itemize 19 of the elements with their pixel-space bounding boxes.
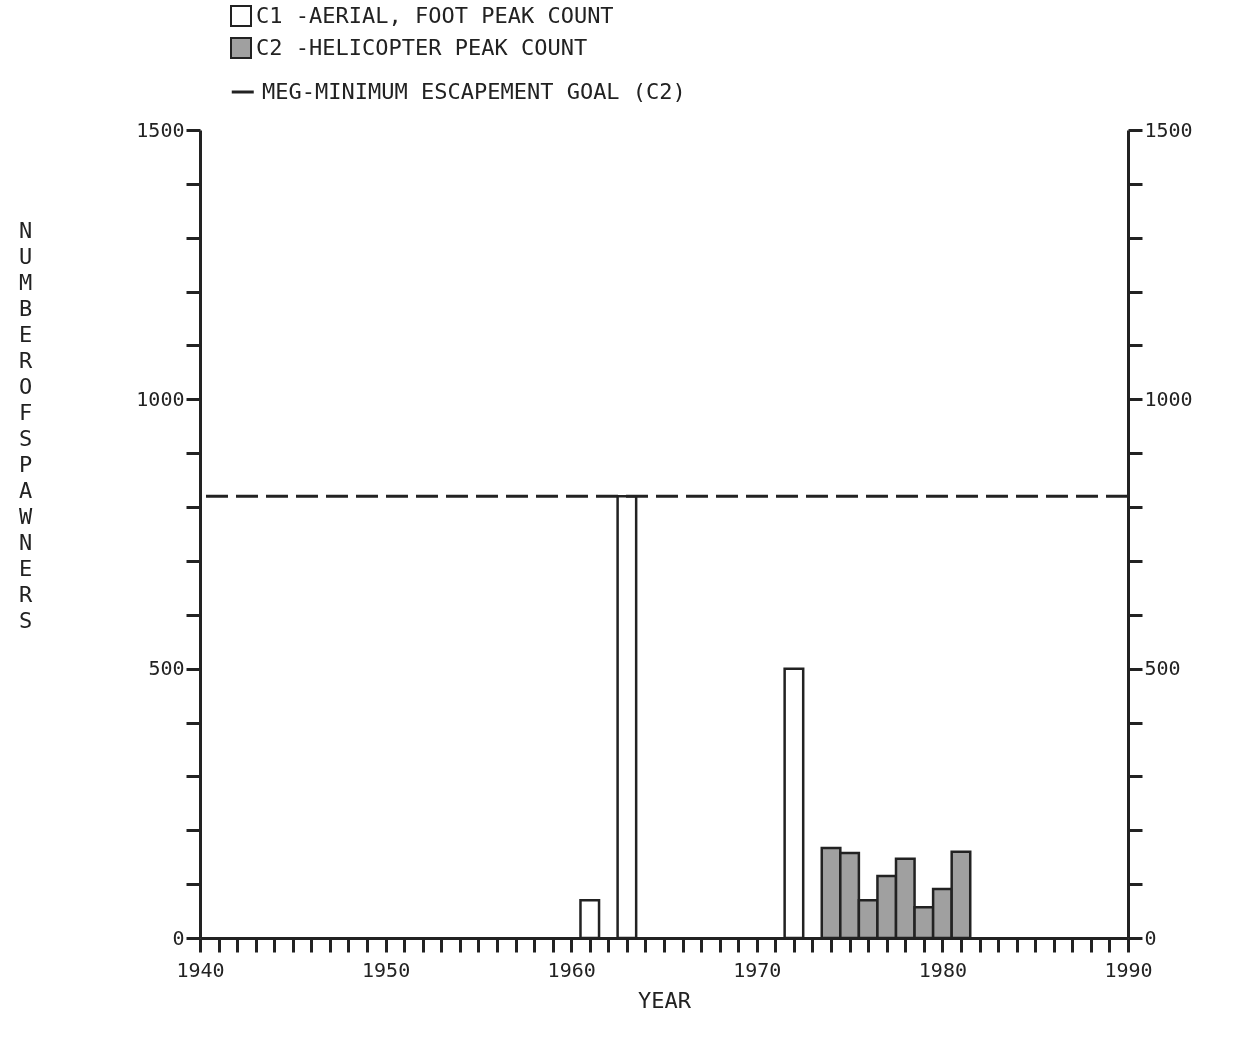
x-tick-label: 1950 (362, 957, 411, 982)
x-tick-label: 1970 (733, 957, 782, 982)
y2-tick-label: 1000 (1144, 386, 1193, 411)
x-tick-label: 1980 (918, 957, 967, 982)
x-tick-label: 1960 (547, 957, 596, 982)
y-tick-label: 1500 (136, 117, 185, 142)
y2-tick-label: 0 (1144, 925, 1157, 950)
legend-label: C1 -AERIAL, FOOT PEAK COUNT (256, 3, 614, 28)
y-tick-label: 0 (172, 925, 185, 950)
legend-label: MEG-MINIMUM ESCAPEMENT GOAL (C2) (262, 79, 686, 104)
x-axis-title: YEAR (638, 987, 692, 1013)
x-tick-label: 1940 (176, 957, 225, 982)
x-tick-label: 1990 (1104, 957, 1153, 982)
legend-label: C2 -HELICOPTER PEAK COUNT (256, 35, 588, 60)
y2-tick-label: 500 (1144, 656, 1181, 681)
y-tick-label: 1000 (136, 386, 185, 411)
text: NUMBER OF SPAWNERS (18, 217, 33, 633)
y-tick-label: 500 (148, 656, 185, 681)
y2-tick-label: 1500 (1144, 117, 1193, 142)
